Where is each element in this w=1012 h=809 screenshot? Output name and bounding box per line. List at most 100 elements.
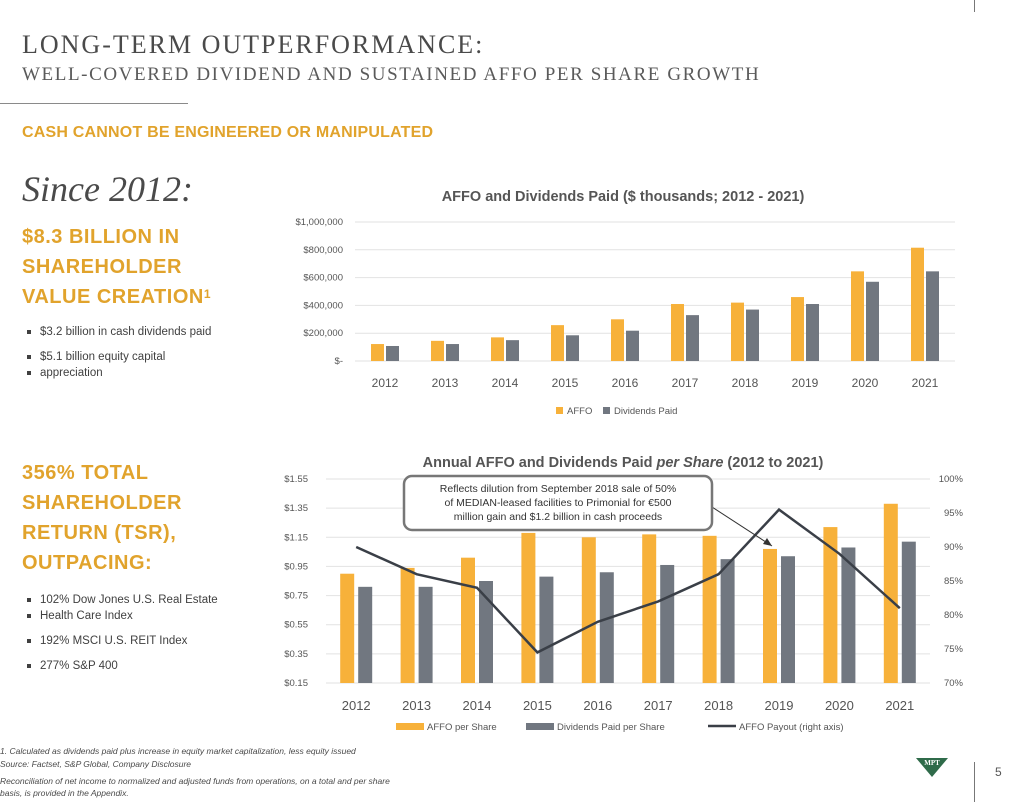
affo-per-share-bar (581, 537, 596, 683)
affo-per-share-bar (883, 503, 898, 683)
affo-per-share-bar (400, 567, 415, 683)
affo-bar (611, 319, 624, 361)
dividends-bar (866, 281, 879, 361)
affo-per-share-bar (702, 535, 717, 683)
annotation-arrow (711, 506, 773, 547)
page-title: LONG-TERM OUTPERFORMANCE: (22, 30, 485, 59)
y-tick-label: $1,000,000 (295, 217, 343, 228)
list-item-continuation: Health Care Index (22, 608, 218, 624)
affo-per-share-bar (340, 573, 355, 683)
tsr-line-4: OUTPACING: (22, 552, 153, 574)
x-tick-label: 2019 (792, 376, 819, 390)
affo-per-share-bar (521, 532, 536, 683)
chart1-legend: AFFO Dividends Paid (556, 406, 677, 417)
annotation-arrowhead (763, 538, 772, 546)
footnote-recon-2: basis, is provided in the Appendix. (0, 788, 129, 798)
y-tick-label-right: 100% (939, 474, 964, 485)
x-tick-label: 2016 (583, 698, 612, 713)
legend-label-dividends: Dividends Paid (614, 406, 677, 417)
list-item: $3.2 billion in cash dividends paid (22, 324, 211, 340)
affo-per-share-bar (763, 548, 777, 683)
value-creation-headline: $8.3 BILLION IN SHAREHOLDER VALUE CREATI… (22, 222, 211, 312)
affo-bar (791, 297, 804, 361)
x-tick-label: 2015 (523, 698, 552, 713)
x-tick-label: 2020 (825, 698, 854, 713)
dividends-bar (686, 315, 699, 361)
y-tick-label-right: 90% (944, 542, 964, 553)
dividends-per-share-bar (660, 564, 675, 683)
tsr-bullets: 102% Dow Jones U.S. Real Estate Health C… (22, 592, 218, 683)
list-item-continuation: appreciation (22, 365, 211, 381)
affo-bar (431, 340, 444, 361)
y-tick-label-left: $0.75 (284, 591, 308, 602)
list-item: 277% S&P 400 (22, 658, 218, 674)
x-tick-label: 2020 (852, 376, 879, 390)
affo-bar (731, 302, 744, 361)
affo-per-share-bar (461, 557, 475, 683)
top-right-divider (974, 0, 975, 12)
y-tick-label-left: $0.15 (284, 678, 308, 689)
dividends-bar (566, 335, 579, 361)
dividends-bar (626, 330, 639, 361)
value-creation-line-2: SHAREHOLDER (22, 256, 182, 278)
y-tick-label: $600,000 (303, 273, 343, 284)
tsr-line-2: SHAREHOLDER (22, 492, 182, 514)
footnote-source: Source: Factset, S&P Global, Company Dis… (0, 759, 192, 769)
legend-swatch-affo-per-share (396, 723, 424, 730)
y-tick-label-left: $1.55 (284, 474, 308, 485)
y-tick-label-right: 75% (944, 644, 964, 655)
x-tick-label: 2013 (432, 376, 459, 390)
y-tick-label: $200,000 (303, 328, 343, 339)
y-tick-label-left: $1.35 (284, 503, 308, 514)
y-tick-label-left: $1.15 (284, 532, 308, 543)
value-creation-bullets: $3.2 billion in cash dividends paid $5.1… (22, 324, 211, 390)
dividends-per-share-bar (539, 576, 554, 683)
page-subtitle: WELL-COVERED DIVIDEND AND SUSTAINED AFFO… (22, 64, 761, 85)
y-tick-label-left: $0.35 (284, 649, 308, 660)
x-tick-label: 2015 (552, 376, 579, 390)
logo-text: MPT (924, 759, 940, 767)
per-share-chart: Annual AFFO and Dividends Paid per Share(… (284, 455, 963, 733)
affo-bar (491, 337, 504, 361)
affo-bar (551, 325, 564, 361)
y-tick-label: $400,000 (303, 300, 343, 311)
x-tick-label: 2019 (765, 698, 794, 713)
y-tick-label-right: 95% (944, 508, 964, 519)
footer-divider (974, 762, 975, 802)
dividends-per-share-bar (720, 559, 735, 683)
chart2-annotation: Reflects dilution from September 2018 sa… (402, 474, 773, 547)
legend-label-dividends-per-share: Dividends Paid per Share (557, 722, 665, 733)
dividends-per-share-bar (479, 581, 493, 683)
value-creation-line-1: $8.3 BILLION IN (22, 226, 180, 248)
list-item: $5.1 billion equity capital (22, 349, 211, 365)
x-tick-label: 2012 (372, 376, 399, 390)
legend-label-affo-per-share: AFFO per Share (427, 722, 497, 733)
annotation-line-1: Reflects dilution from September 2018 sa… (440, 483, 676, 495)
dividends-bar (386, 345, 399, 361)
y-tick-label-left: $0.55 (284, 620, 308, 631)
dividends-per-share-bar (418, 586, 433, 683)
tsr-line-1: 356% TOTAL (22, 462, 149, 484)
dividends-per-share-bar (901, 541, 916, 683)
footnote-1: 1. Calculated as dividends paid plus inc… (0, 746, 356, 756)
chart2-legend: AFFO per Share Dividends Paid per Share … (396, 722, 844, 733)
title-divider (0, 103, 188, 104)
x-tick-label: 2014 (463, 698, 492, 713)
x-tick-label: 2021 (912, 376, 939, 390)
affo-bar (911, 247, 924, 361)
legend-swatch-dividends-per-share (526, 723, 554, 730)
dividends-per-share-bar (358, 586, 373, 683)
x-tick-label: 2014 (492, 376, 519, 390)
list-item: 192% MSCI U.S. REIT Index (22, 633, 218, 649)
dividends-bar (506, 340, 519, 361)
affo-payout-line (355, 507, 901, 654)
tsr-line-3: RETURN (TSR), (22, 522, 177, 544)
tsr-headline: 356% TOTAL SHAREHOLDER RETURN (TSR), OUT… (22, 458, 182, 578)
dividends-per-share-bar (841, 547, 856, 683)
dividends-bar (446, 344, 459, 361)
dividends-bar (926, 271, 939, 361)
annotation-line-3: million gain and $1.2 billion in cash pr… (454, 511, 662, 523)
affo-bar (851, 271, 864, 361)
footnote-recon-1: Reconciliation of net income to normaliz… (0, 776, 390, 786)
